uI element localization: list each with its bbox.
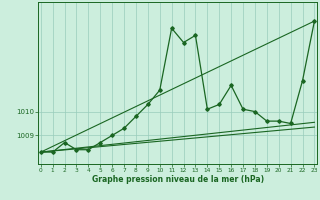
X-axis label: Graphe pression niveau de la mer (hPa): Graphe pression niveau de la mer (hPa) [92, 175, 264, 184]
